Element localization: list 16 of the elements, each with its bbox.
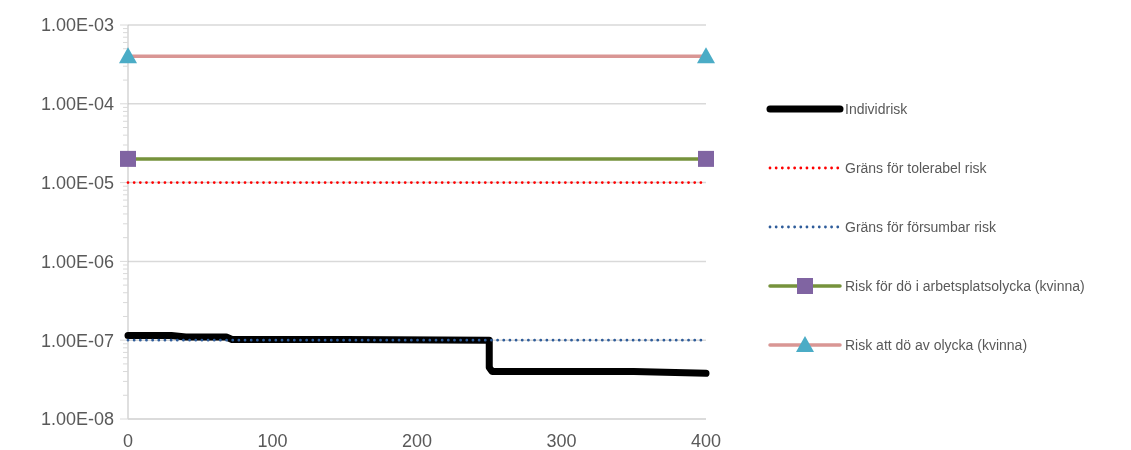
legend-label: Risk att dö av olycka (kvinna) (845, 336, 1028, 353)
x-tick-label: 400 (690, 431, 722, 450)
x-tick-label: 0 (122, 431, 134, 450)
legend-label: Gräns för försumbar risk (845, 218, 997, 235)
legend-label: Gräns för tolerabel risk (845, 159, 988, 176)
y-tick-label: 1.00E-08 (40, 409, 114, 430)
legend-label: Risk för dö i arbetsplatsolycka (kvinna) (845, 277, 1085, 294)
y-tick-label: 1.00E-06 (40, 251, 114, 272)
x-tick-label: 300 (546, 431, 577, 450)
x-tick-label: 200 (401, 431, 433, 450)
x-tick-label: 100 (257, 431, 288, 450)
y-tick-label: 1.00E-05 (40, 172, 114, 193)
y-tick-label: 1.00E-04 (40, 94, 114, 115)
y-tick-label: 1.00E-07 (40, 330, 114, 351)
legend-label: Individrisk (845, 100, 909, 117)
y-tick-label: 1.00E-03 (40, 15, 114, 36)
